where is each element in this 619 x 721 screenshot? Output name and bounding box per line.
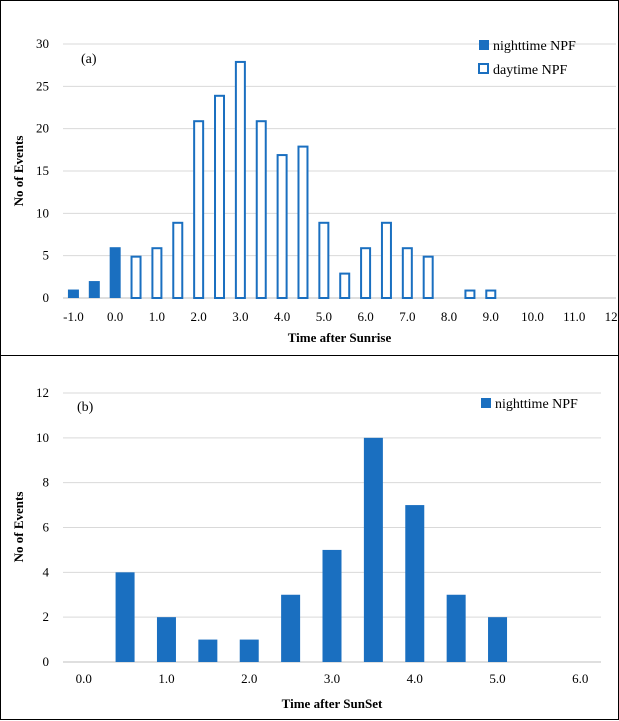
bar-daytime bbox=[422, 255, 434, 300]
y-tick-label: 2 bbox=[43, 609, 50, 624]
legend-swatch bbox=[481, 398, 491, 408]
bar-nighttime bbox=[109, 247, 121, 298]
y-tick-label: 4 bbox=[43, 564, 50, 579]
bar-daytime bbox=[130, 255, 142, 300]
bar-daytime bbox=[464, 289, 476, 299]
legend-label: nighttime NPF bbox=[493, 39, 576, 54]
bar-nighttime bbox=[239, 639, 259, 662]
x-tick-label: -1.0 bbox=[63, 309, 84, 324]
y-axis-title: No of Events bbox=[11, 136, 26, 207]
legend-label: daytime NPF bbox=[493, 63, 567, 78]
bar-daytime bbox=[318, 221, 330, 299]
y-tick-label: 10 bbox=[36, 430, 49, 445]
y-tick-label: 0 bbox=[43, 654, 50, 669]
y-tick-label: 15 bbox=[36, 163, 49, 178]
legend-label: nighttime NPF bbox=[495, 397, 578, 412]
bar-daytime bbox=[214, 94, 226, 299]
x-tick-label: 3.0 bbox=[232, 309, 248, 324]
bar-nighttime bbox=[281, 594, 301, 662]
chart-a-svg: 0 5 10 15 20 25 30 -1.0 0.0 1.0 2.0 3.0 4.0 5.0 6.0 7.0… bbox=[11, 36, 619, 345]
y-tick-label: 0 bbox=[43, 290, 50, 305]
x-tick-label: 9.0 bbox=[483, 309, 499, 324]
panel-label: (a) bbox=[81, 52, 97, 67]
bar-nighttime bbox=[363, 437, 383, 662]
y-tick-label: 10 bbox=[36, 205, 49, 220]
x-tick-label: 6.0 bbox=[572, 671, 588, 686]
panel-label: (b) bbox=[77, 400, 94, 415]
bar-daytime bbox=[276, 154, 288, 299]
bar-daytime bbox=[151, 247, 163, 299]
y-tick-label: 20 bbox=[36, 121, 49, 136]
bar-daytime bbox=[234, 60, 246, 299]
x-tick-label: 0.0 bbox=[76, 671, 92, 686]
x-tick-label: 4.0 bbox=[274, 309, 290, 324]
y-axis-title: No of Events bbox=[11, 492, 26, 563]
bar-nighttime bbox=[115, 572, 135, 662]
bar-daytime bbox=[360, 247, 372, 299]
bar-nighttime bbox=[88, 281, 100, 298]
y-tick-label: 30 bbox=[36, 36, 49, 51]
x-tick-label: 4.0 bbox=[407, 671, 423, 686]
bar-nighttime bbox=[446, 594, 466, 662]
bar-nighttime bbox=[405, 505, 425, 662]
x-tick-label: 11.0 bbox=[563, 309, 585, 324]
x-axis-title: Time after SunSet bbox=[282, 696, 383, 711]
x-tick-label: 5.0 bbox=[316, 309, 332, 324]
y-tick-label: 6 bbox=[43, 520, 50, 535]
x-axis-title: Time after Sunrise bbox=[288, 330, 392, 345]
x-tick-label: 3.0 bbox=[324, 671, 340, 686]
y-tick-label: 5 bbox=[43, 248, 50, 263]
y-tick-label: 8 bbox=[43, 475, 50, 490]
x-tick-label: 2.0 bbox=[191, 309, 207, 324]
chart-panel-a: 0 5 10 15 20 25 30 -1.0 0.0 1.0 2.0 3.0 4.0 5.0 6.0 7.0… bbox=[0, 0, 619, 356]
x-tick-label: 8.0 bbox=[441, 309, 457, 324]
bar-nighttime bbox=[488, 617, 508, 662]
x-tick-label: 5.0 bbox=[489, 671, 505, 686]
chart-panel-b: 0 2 4 6 8 10 12 0.0 1.0 2.0 3.0 4.0 5.0 6.0 Time after… bbox=[0, 355, 619, 720]
bar-nighttime bbox=[198, 639, 218, 662]
bar-nighttime bbox=[156, 617, 176, 662]
x-tick-label: 1.0 bbox=[149, 309, 165, 324]
bar-nighttime bbox=[67, 289, 79, 298]
bar-daytime bbox=[485, 289, 497, 299]
x-tick-label: 0.0 bbox=[107, 309, 123, 324]
bar-daytime bbox=[255, 120, 267, 299]
bar-daytime bbox=[297, 145, 309, 299]
bar-nighttime bbox=[322, 549, 342, 662]
chart-b-svg: 0 2 4 6 8 10 12 0.0 1.0 2.0 3.0 4.0 5.0 6.0 Time after… bbox=[11, 385, 601, 711]
x-tick-label: 6.0 bbox=[357, 309, 373, 324]
y-tick-label: 12 bbox=[36, 385, 49, 400]
bar-daytime bbox=[380, 221, 392, 299]
bar-daytime bbox=[401, 247, 413, 299]
y-tick-label: 25 bbox=[36, 78, 49, 93]
bar-daytime bbox=[339, 272, 351, 300]
legend-swatch bbox=[478, 63, 489, 74]
x-tick-label: 1.0 bbox=[158, 671, 174, 686]
x-tick-label: 10.0 bbox=[521, 309, 544, 324]
legend-swatch bbox=[479, 40, 489, 50]
x-tick-label: 2.0 bbox=[241, 671, 257, 686]
x-tick-label: 7.0 bbox=[399, 309, 415, 324]
x-tick-label: 12.0 bbox=[605, 309, 619, 324]
bar-daytime bbox=[193, 120, 205, 299]
bar-daytime bbox=[172, 221, 184, 299]
